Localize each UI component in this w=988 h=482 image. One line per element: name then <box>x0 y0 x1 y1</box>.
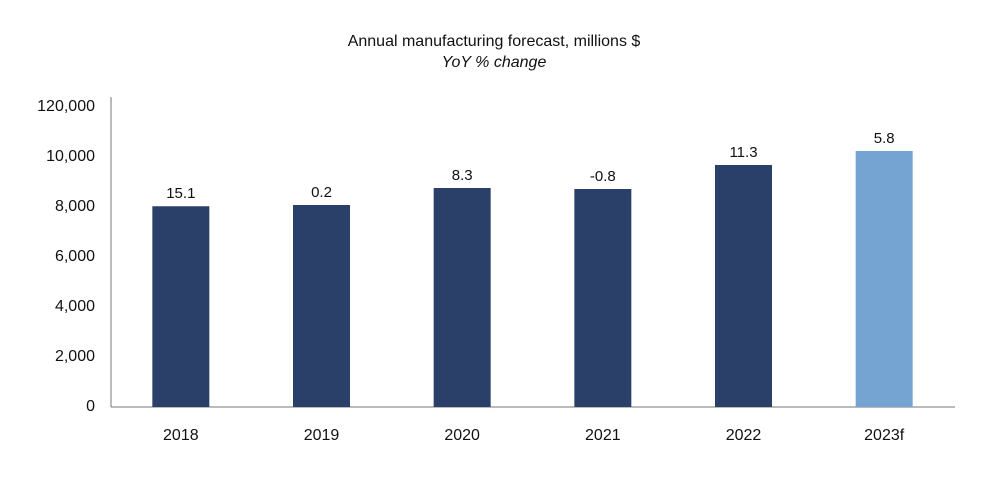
y-tick-label: 8,000 <box>55 198 95 215</box>
yoy-label: 5.8 <box>874 130 895 147</box>
bar <box>152 206 210 407</box>
y-tick-label: 2,000 <box>55 348 95 365</box>
x-tick-label: 2021 <box>585 427 621 444</box>
yoy-label: 8.3 <box>452 167 473 184</box>
chart-title: Annual manufacturing forecast, millions … <box>348 33 641 50</box>
yoy-label: -0.8 <box>590 168 616 185</box>
y-tick-label: 10,000 <box>46 148 95 165</box>
y-tick-label: 120,000 <box>37 98 95 115</box>
bar <box>715 165 772 407</box>
yoy-label: 11.3 <box>729 144 757 161</box>
x-tick-label: 2018 <box>163 427 199 444</box>
bar <box>433 188 491 407</box>
x-tick-label: 2022 <box>726 427 762 444</box>
x-tick-label: 2023f <box>864 427 905 444</box>
x-tick-label: 2020 <box>444 427 480 444</box>
y-tick-label: 6,000 <box>55 248 95 265</box>
x-tick-label: 2019 <box>304 427 340 444</box>
chart-subtitle: YoY % change <box>442 54 547 71</box>
yoy-label: 15.1 <box>166 185 195 202</box>
bar <box>293 205 350 407</box>
y-tick-label: 0 <box>86 398 95 415</box>
y-tick-label: 4,000 <box>55 298 95 315</box>
bar <box>574 189 632 407</box>
yoy-label: 0.2 <box>311 184 332 201</box>
bar <box>855 151 913 407</box>
